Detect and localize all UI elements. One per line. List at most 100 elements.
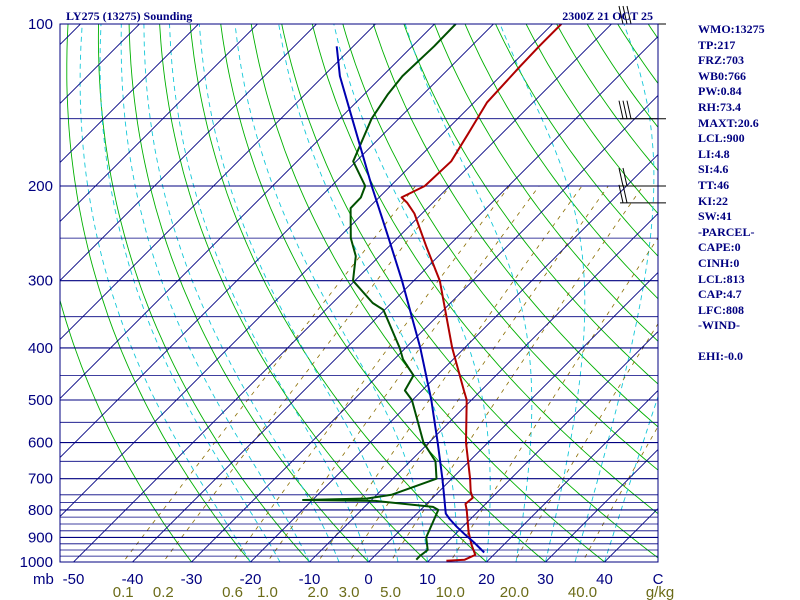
mixing-ratio-line [582,425,658,562]
temperature-tick-label: 20 [478,571,495,588]
temperature-tick-label: -20 [240,571,262,588]
parameter-item: SW:41 [698,209,733,224]
moist-adiabat [574,24,655,562]
parameter-item: LFC:808 [698,302,744,317]
dry-adiabat [250,24,606,562]
pressure-tick-label: 1000 [20,554,53,571]
temperature-curve [400,24,563,562]
moist-adiabat [499,24,586,562]
parameter-item: CAP:4.7 [698,287,742,302]
mixing-ratio-line [390,185,644,562]
pressure-tick-label: 400 [28,340,53,357]
moist-adiabat [404,24,533,562]
isotherm [60,24,318,282]
dry-adiabat [189,24,488,562]
dry-adiabat [434,24,658,342]
isotherm [60,24,141,105]
isotherm [60,24,259,223]
mixing-ratio-tick-label: 10.0 [436,584,465,600]
parameter-item: RH:73.4 [698,99,741,114]
parameter-item: TP:217 [698,37,736,52]
parameter-item: LCL:900 [698,131,745,146]
temperature-tick-label: -30 [181,571,203,588]
dry-adiabat [281,24,658,559]
dry-adiabat [586,24,658,128]
pressure-tick-label: 100 [28,16,53,33]
pressure-tick-label: 600 [28,435,53,452]
wind-barb [618,184,666,204]
isotherm [60,24,495,459]
temperature-tick-label: 10 [419,571,436,588]
dry-adiabat [464,24,658,300]
mixing-ratio-line [449,237,658,562]
mixing-ratio-tick-label: 5.0 [380,584,401,600]
mixing-ratio-tick-label: 1.0 [257,584,278,600]
mixing-ratio-tick-label: g/kg [646,584,674,600]
mixing-ratio-line [266,185,540,562]
pressure-tick-label: 900 [28,529,53,546]
temperature-tick-label: 40 [596,571,613,588]
isotherm [485,389,658,562]
isotherm [60,24,377,341]
sounding-datetime: 2300Z 21 OCT 25 [562,9,653,23]
dry-adiabat [97,24,311,562]
parameter-item: LCL:813 [698,271,745,286]
dry-adiabat [60,298,193,562]
dry-adiabat [311,24,658,515]
parameter-item: TT:46 [698,177,730,192]
plot-frame [59,23,659,563]
mixing-ratio-tick-label: 20.0 [500,584,529,600]
parameter-item: CINH:0 [698,255,740,270]
dry-adiabat [495,24,658,257]
parameter-item: PW:0.84 [698,84,742,99]
wind-barb [618,100,666,120]
dry-adiabat [220,24,547,562]
isotherm [60,24,200,164]
parameter-item: FRZ:703 [698,53,744,68]
parameter-item: KI:22 [698,193,728,208]
moist-adiabat [143,24,340,562]
dry-adiabat [525,24,658,215]
parameter-item: CAPE:0 [698,240,741,255]
parameter-item: -WIND- [698,318,740,333]
mixing-ratio-line [317,185,583,562]
moist-adiabat [99,24,281,562]
isotherm [426,330,658,562]
parameter-item: EHI:-0.0 [698,349,743,364]
moist-adiabat [169,24,369,562]
dry-adiabat [556,24,658,172]
dry-adiabat [342,24,658,471]
dry-adiabat [403,24,658,385]
isotherm [131,35,658,562]
isotherm [190,94,658,562]
parameter-item: -PARCEL- [698,224,755,239]
mixing-ratio-tick-label: 2.0 [307,584,328,600]
parameter-item [698,334,765,350]
isotherm [60,24,436,400]
isotherm [603,507,658,562]
mixing-ratio-tick-label: 0.2 [153,584,174,600]
sounding-title: LY275 (13275) Sounding [66,9,192,23]
temperature-tick-label: 0 [364,571,372,588]
mixing-ratio-tick-label: 40.0 [568,584,597,600]
dry-adiabat [159,24,429,562]
parameter-item: MAXT:20.6 [698,115,759,130]
pressure-unit-label: mb [33,571,54,588]
dewpoint-curve [302,24,457,561]
moist-adiabat [333,24,491,562]
pressure-tick-label: 200 [28,178,53,195]
isotherm [72,24,613,562]
pressure-tick-label: 300 [28,273,53,290]
pressure-tick-label: 800 [28,502,53,519]
isotherm [249,153,658,562]
wind-barb [618,167,666,187]
mixing-ratio-tick-label: 3.0 [339,584,360,600]
dry-adiabat [66,24,252,562]
mixing-ratio-line [122,185,416,562]
moist-adiabat [120,24,310,562]
mixing-ratio-line [162,185,451,562]
isotherm [367,271,658,562]
isotherm [544,448,658,562]
